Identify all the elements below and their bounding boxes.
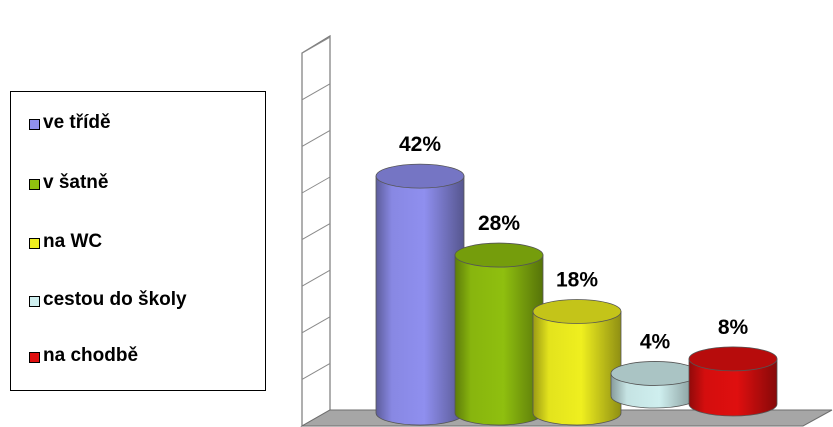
legend: ve třídě v šatně na WC cestou do školy na ch… <box>10 91 266 391</box>
bar-top <box>688 346 778 372</box>
bar-body <box>375 175 465 426</box>
bar-top <box>532 299 622 324</box>
bar-3 <box>532 299 622 426</box>
data-label: 8% <box>718 316 749 339</box>
bar-1 <box>375 163 465 426</box>
bar-2 <box>454 242 544 426</box>
bar-top <box>375 163 465 189</box>
legend-swatch <box>29 118 40 130</box>
wall-gridline <box>301 36 331 54</box>
wall-gridline <box>301 129 331 147</box>
bar-body <box>532 311 622 426</box>
legend-label: ve třídě <box>43 112 111 133</box>
bar-top <box>610 361 700 386</box>
bar-top <box>454 242 544 268</box>
legend-item: na chodbě <box>29 344 138 368</box>
legend-swatch <box>29 351 40 363</box>
legend-label: na chodbě <box>43 345 139 366</box>
data-label: 4% <box>640 330 671 353</box>
wall-gridline <box>301 316 331 334</box>
wall-gridline <box>301 269 331 287</box>
data-label: 18% <box>556 268 598 291</box>
legend-swatch <box>29 237 40 249</box>
data-label: 42% <box>399 133 441 156</box>
bar-body <box>454 254 544 426</box>
wall-gridline <box>301 223 331 241</box>
bar-4 <box>610 361 700 409</box>
back-wall <box>301 34 331 427</box>
legend-item: ve třídě <box>29 111 111 135</box>
legend-label: cestou do školy <box>43 289 187 310</box>
bar-body <box>688 358 778 417</box>
wall-gridline <box>301 362 331 380</box>
data-labels: 42% 28% 18% 4% 8% <box>399 133 749 353</box>
legend-item: v šatně <box>29 171 108 195</box>
chart-bars <box>375 163 778 426</box>
legend-label: na WC <box>43 231 103 252</box>
wall-gridline <box>301 83 331 101</box>
legend-swatch <box>29 178 40 190</box>
bar-5 <box>688 346 778 417</box>
legend-swatch <box>29 295 40 307</box>
legend-item: cestou do školy <box>29 288 187 312</box>
data-label: 28% <box>478 212 520 235</box>
legend-item: na WC <box>29 230 102 254</box>
wall-gridline <box>301 176 331 194</box>
legend-label: v šatně <box>43 172 109 193</box>
